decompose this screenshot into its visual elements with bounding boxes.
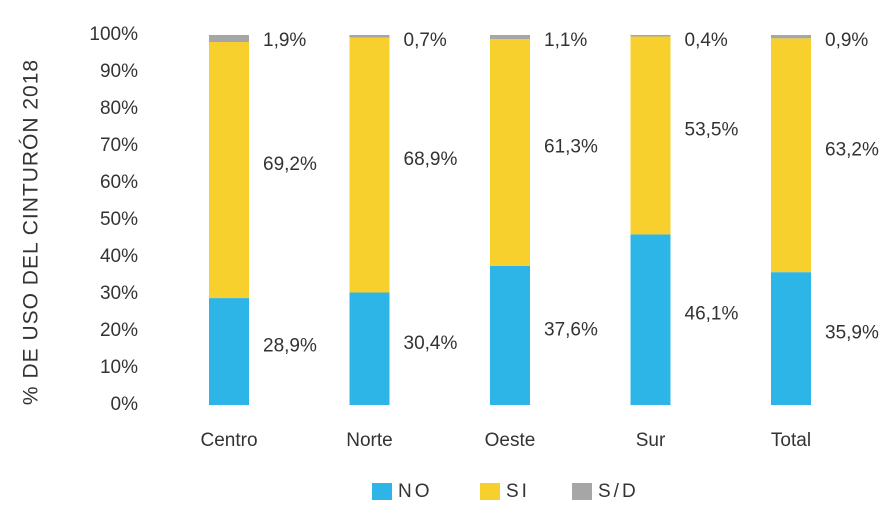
bar-segment	[209, 35, 249, 43]
bar-segment	[771, 38, 811, 273]
legend-swatch	[572, 483, 592, 500]
data-label: 68,9%	[404, 149, 458, 170]
data-label: 0,7%	[404, 30, 447, 51]
bar-segment	[349, 37, 390, 293]
x-tick-label: Norte	[346, 430, 392, 451]
y-tick-label: 10%	[100, 357, 138, 378]
legend-swatch	[372, 483, 392, 500]
y-tick-label: 30%	[100, 283, 138, 304]
bar-segment	[349, 35, 390, 38]
bar-segment	[490, 265, 530, 405]
bar-segment	[630, 234, 671, 405]
y-tick-label: 50%	[100, 209, 138, 230]
data-label: 28,9%	[263, 336, 317, 357]
x-tick-label: Total	[771, 430, 811, 451]
bar-segment	[209, 42, 249, 299]
bar-segment	[209, 298, 249, 405]
data-label: 1,9%	[263, 30, 306, 51]
data-label: 61,3%	[544, 136, 598, 157]
data-label: 69,2%	[263, 154, 317, 175]
y-tick-label: 20%	[100, 320, 138, 341]
bar-segment	[771, 272, 811, 405]
x-tick-label: Sur	[636, 430, 666, 451]
bar-segment	[630, 36, 671, 235]
legend-label: SI	[506, 481, 530, 502]
data-label: 0,9%	[825, 30, 868, 51]
y-tick-label: 90%	[100, 61, 138, 82]
data-label: 30,4%	[404, 333, 458, 354]
legend-label: NO	[398, 481, 433, 502]
data-label: 35,9%	[825, 323, 879, 344]
bar-segment	[349, 292, 390, 405]
data-label: 0,4%	[685, 30, 728, 51]
legend-swatch	[480, 483, 500, 500]
bar-segment	[630, 35, 671, 37]
y-tick-label: 80%	[100, 98, 138, 119]
legend-label: S/D	[598, 481, 639, 502]
y-tick-label: 0%	[111, 394, 139, 415]
y-tick-label: 40%	[100, 246, 138, 267]
data-label: 1,1%	[544, 30, 587, 51]
data-label: 63,2%	[825, 139, 879, 160]
bar-segment	[490, 35, 530, 40]
data-label: 46,1%	[685, 304, 739, 325]
x-tick-label: Oeste	[485, 430, 536, 451]
x-tick-label: Centro	[200, 430, 257, 451]
bar-segment	[771, 35, 811, 39]
data-label: 53,5%	[685, 119, 739, 140]
bar-segment	[490, 39, 530, 266]
data-label: 37,6%	[544, 319, 598, 340]
y-axis-label: % DE USO DEL CINTURÓN 2018	[20, 59, 43, 405]
y-tick-label: 100%	[89, 24, 138, 45]
y-tick-label: 70%	[100, 135, 138, 156]
y-tick-label: 60%	[100, 172, 138, 193]
